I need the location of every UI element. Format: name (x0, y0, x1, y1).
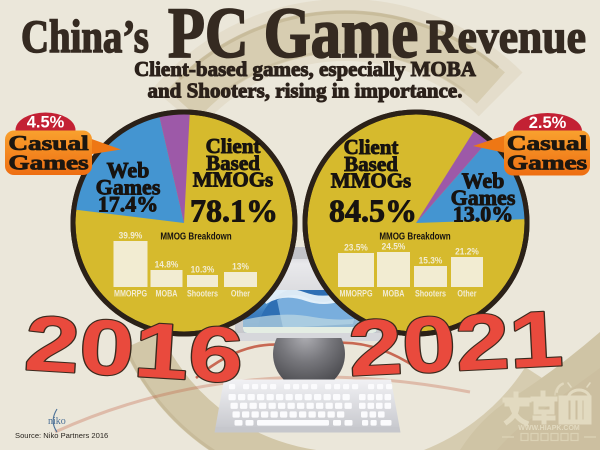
svg-text:PC Game: PC Game (168, 0, 418, 73)
svg-text:21.2%: 21.2% (455, 246, 479, 257)
svg-text:13%: 13% (232, 261, 249, 272)
svg-text:WWW.HIAPK.COM: WWW.HIAPK.COM (518, 425, 580, 432)
svg-text:Other: Other (457, 289, 477, 299)
svg-text:China’s: China’s (21, 12, 149, 63)
svg-text:Based: Based (344, 152, 398, 176)
svg-text:Web: Web (107, 158, 150, 183)
svg-text:and Shooters, rising in import: and Shooters, rising in importance. (147, 79, 462, 103)
svg-text:MMOGs: MMOGs (331, 169, 411, 193)
svg-text:Casual: Casual (507, 132, 588, 155)
svg-text:Client: Client (344, 135, 399, 159)
svg-text:Other: Other (231, 289, 251, 299)
svg-text:24.5%: 24.5% (382, 241, 406, 252)
svg-text:Revenue: Revenue (426, 10, 586, 63)
svg-text:Shooters: Shooters (415, 289, 446, 299)
svg-text:2021: 2021 (346, 294, 564, 393)
svg-text:Shooters: Shooters (187, 289, 218, 299)
svg-text:MMOG Breakdown: MMOG Breakdown (379, 231, 450, 242)
svg-text:MOBA: MOBA (156, 289, 178, 299)
svg-text:Games: Games (8, 151, 88, 174)
svg-text:17.4%: 17.4% (98, 192, 159, 217)
svg-text:2016: 2016 (22, 299, 246, 399)
svg-text:MMORPG: MMORPG (114, 289, 147, 299)
svg-text:Games: Games (451, 185, 516, 210)
svg-text:MMOGs: MMOGs (193, 168, 273, 192)
svg-text:Client: Client (206, 134, 261, 158)
svg-text:MMORPG: MMORPG (339, 289, 372, 299)
svg-text:13.0%: 13.0% (453, 202, 514, 227)
svg-text:39.9%: 39.9% (119, 230, 143, 241)
svg-text:Web: Web (462, 168, 505, 193)
svg-text:Casual: Casual (8, 132, 89, 155)
svg-text:10.3%: 10.3% (191, 264, 215, 275)
svg-text:2.5%: 2.5% (529, 114, 567, 132)
svg-text:4.5%: 4.5% (27, 114, 65, 132)
svg-text:MMOG Breakdown: MMOG Breakdown (160, 231, 231, 242)
svg-text:Games: Games (96, 175, 161, 200)
svg-text:Source: Niko Partners 2016: Source: Niko Partners 2016 (15, 431, 108, 440)
svg-text:78.1%: 78.1% (190, 193, 278, 229)
svg-text:Games: Games (507, 151, 587, 174)
svg-text:niko: niko (48, 416, 66, 427)
svg-text:15.3%: 15.3% (419, 255, 443, 266)
svg-text:14.8%: 14.8% (155, 259, 179, 270)
svg-text:MOBA: MOBA (383, 289, 405, 299)
svg-text:Client-based games, especially: Client-based games, especially MOBA (134, 57, 477, 81)
svg-text:Based: Based (206, 151, 260, 175)
svg-text:84.5%: 84.5% (329, 193, 417, 229)
svg-text:23.5%: 23.5% (344, 242, 368, 253)
